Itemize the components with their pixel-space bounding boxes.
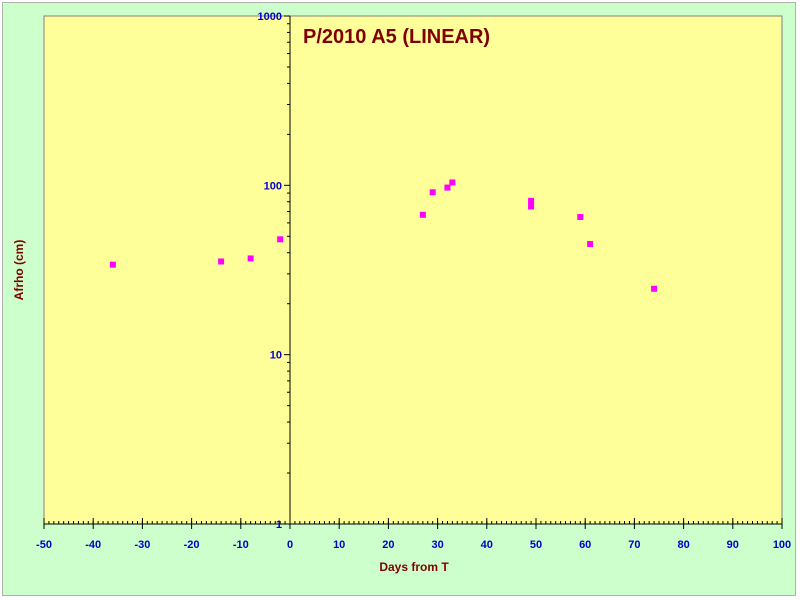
x-tick-label: 10 (333, 539, 345, 551)
x-tick-label: 60 (579, 539, 591, 551)
x-tick-label: -40 (85, 539, 101, 551)
chart-title: P/2010 A5 (LINEAR) (303, 26, 490, 48)
plot-area (43, 15, 783, 525)
data-point (449, 179, 456, 186)
y-axis-title: Afrho (cm) (12, 240, 26, 301)
x-tick-labels: -50 -40 -30 -20 -10 0 10 20 30 40 50 60 70 80 90 100 (36, 539, 791, 551)
data-point (419, 211, 426, 218)
x-tick-label: 50 (530, 539, 542, 551)
x-tick-label: -10 (233, 539, 249, 551)
x-tick-label: -30 (134, 539, 150, 551)
y-tick-labels: 1 10 100 1000 (258, 11, 282, 531)
x-tick-label: -50 (36, 539, 52, 551)
data-point (528, 197, 535, 204)
x-tick-label: -20 (184, 539, 200, 551)
data-point (277, 236, 284, 243)
data-point (218, 258, 225, 265)
y-tick-label: 100 (264, 180, 282, 192)
x-tick-label: 70 (628, 539, 640, 551)
data-point (429, 189, 436, 196)
data-point (444, 184, 451, 191)
y-tick-label: 10 (270, 350, 282, 362)
x-tick-label: 100 (773, 539, 791, 551)
x-tick-label: 80 (677, 539, 689, 551)
x-tick-label: 90 (727, 539, 739, 551)
data-point (528, 203, 535, 210)
y-tick-label: 1 (276, 519, 282, 531)
x-tick-label: 0 (287, 539, 293, 551)
x-tick-label: 20 (382, 539, 394, 551)
y-tick-label: 1000 (258, 11, 282, 23)
x-tick-label: 30 (431, 539, 443, 551)
data-point (587, 241, 594, 248)
data-point (109, 261, 116, 268)
data-point (247, 255, 254, 262)
x-tick-label: 40 (481, 539, 493, 551)
data-point (651, 285, 658, 292)
data-points (109, 179, 658, 292)
data-point (577, 214, 584, 221)
x-axis-title: Days from T (379, 560, 449, 574)
